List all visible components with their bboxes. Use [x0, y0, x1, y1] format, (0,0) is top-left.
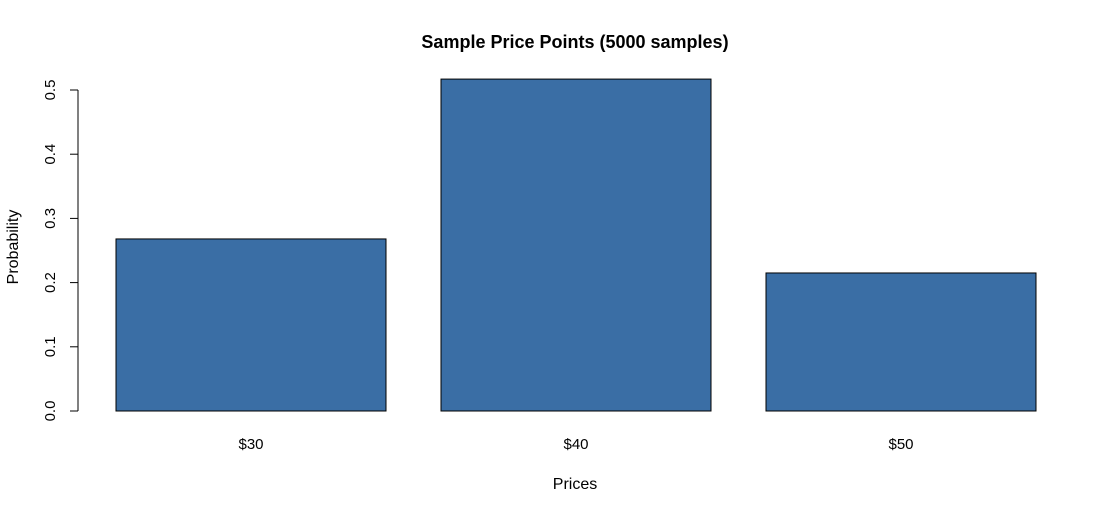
category-labels: $30 $40 $50 — [238, 436, 913, 453]
y-tick-label: 0.2 — [42, 272, 59, 293]
category-label: $50 — [888, 436, 913, 453]
category-label: $30 — [238, 436, 263, 453]
bar — [765, 272, 1037, 412]
y-tick-label: 0.1 — [42, 336, 59, 357]
category-label: $40 — [563, 436, 588, 453]
bars — [115, 78, 1037, 412]
bar — [440, 78, 712, 412]
bar — [115, 238, 387, 412]
x-axis-label: Prices — [553, 476, 597, 493]
y-axis: 0.0 0.1 0.2 0.3 0.4 0.5 — [42, 80, 79, 422]
y-axis-label: Probability — [5, 210, 22, 285]
y-tick-label: 0.3 — [42, 208, 59, 229]
y-tick-label: 0.0 — [42, 401, 59, 422]
y-tick-label: 0.5 — [42, 80, 59, 101]
y-tick-label: 0.4 — [42, 144, 59, 165]
chart-title: Sample Price Points (5000 samples) — [421, 32, 728, 52]
